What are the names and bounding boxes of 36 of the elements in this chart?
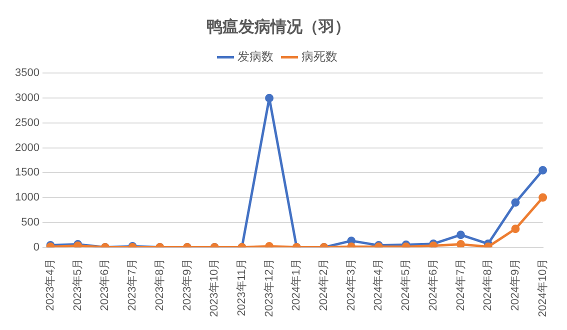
point [511, 198, 520, 207]
y-tick-label: 2500 [14, 116, 40, 129]
chart-title: 鸭瘟发病情况（羽） [206, 18, 350, 36]
x-tick-label: 2024年7月 [454, 258, 467, 311]
y-tick-label: 0 [33, 241, 40, 254]
legend-label: 发病数 [238, 50, 274, 64]
point [456, 240, 465, 248]
x-tick-label: 2023年11月 [236, 258, 248, 316]
x-tick-label: 2023年7月 [126, 258, 139, 311]
x-tick-label: 2024年10月 [536, 258, 549, 318]
y-tick-label: 1500 [14, 166, 40, 179]
x-tick-label: 2024年8月 [482, 258, 494, 311]
x-tick-label: 2024年5月 [400, 258, 412, 311]
x-tick-label: 2024年4月 [372, 258, 385, 311]
point [511, 224, 520, 234]
x-tick-label: 2023年5月 [72, 258, 84, 311]
x-tick-label: 2023年4月 [44, 258, 56, 311]
x-tick-label: 2024年9月 [509, 258, 522, 311]
y-tick-label: 3500 [14, 67, 40, 80]
y-tick-label: 1000 [14, 192, 40, 204]
x-tick-label: 2023年9月 [181, 258, 194, 311]
point [265, 94, 274, 102]
x-tick-label: 2024年2月 [318, 258, 330, 311]
y-tick-label: 2000 [14, 142, 40, 154]
x-tick-label: 2024年3月 [345, 258, 358, 311]
x-tick-label: 2024年6月 [427, 258, 440, 311]
legend-label: 病死数 [302, 50, 338, 64]
point [538, 166, 548, 174]
y-tick-label: 3000 [14, 92, 40, 104]
x-tick-label: 2023年8月 [154, 258, 166, 311]
y-tick-label: 500 [21, 216, 40, 228]
x-tick-label: 2023年6月 [99, 258, 112, 311]
point [538, 193, 548, 202]
x-tick-label: 2023年10月 [208, 258, 221, 318]
x-tick-label: 2024年1月 [290, 258, 303, 311]
x-tick-label: 2023年12月 [263, 258, 276, 318]
